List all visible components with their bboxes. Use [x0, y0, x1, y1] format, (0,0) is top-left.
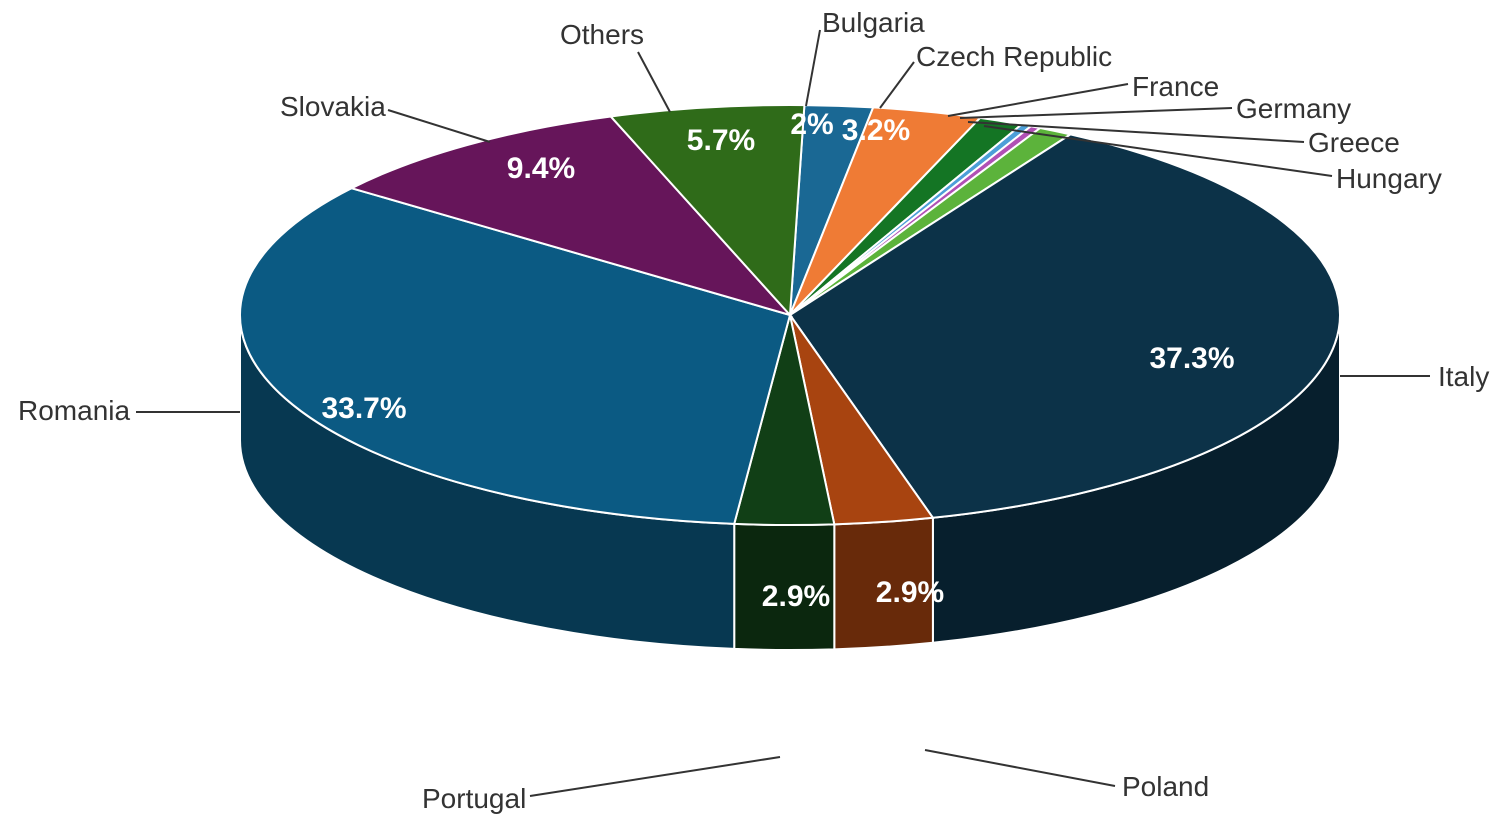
- pct-label-slovakia: 9.4%: [507, 152, 575, 185]
- category-label-france: France: [1132, 71, 1219, 102]
- category-label-portugal: Portugal: [422, 783, 526, 814]
- leader-line-greece: [967, 121, 1305, 143]
- pct-label-romania: 33.7%: [321, 392, 406, 425]
- category-label-hungary: Hungary: [1336, 163, 1442, 194]
- leader-line-hungary: [983, 125, 1333, 177]
- leader-line-bulgaria: [805, 29, 821, 107]
- category-label-italy: Italy: [1438, 361, 1489, 392]
- category-label-germany: Germany: [1236, 93, 1351, 124]
- leader-line-germany: [959, 107, 1233, 119]
- pct-label-italy: 37.3%: [1149, 342, 1234, 375]
- leader-line-czech-republic: [879, 61, 915, 109]
- leader-line-france: [947, 83, 1129, 117]
- pct-label-others: 5.7%: [687, 124, 755, 157]
- leader-line-slovakia: [387, 109, 491, 143]
- category-label-others: Others: [560, 19, 644, 50]
- category-label-romania: Romania: [18, 395, 130, 426]
- pie-top-slices: [239, 104, 1341, 526]
- category-label-bulgaria: Bulgaria: [822, 7, 925, 38]
- pct-label-bulgaria: 2%: [790, 108, 833, 141]
- pct-label-portugal: 2.9%: [762, 580, 830, 613]
- slice-romania: [239, 187, 792, 525]
- slice-italy: [788, 133, 1341, 519]
- category-label-poland: Poland: [1122, 771, 1209, 802]
- category-label-czech-republic: Czech Republic: [916, 41, 1112, 72]
- pct-label-poland: 2.9%: [876, 576, 944, 609]
- category-label-greece: Greece: [1308, 127, 1400, 158]
- slice-slovakia: [348, 115, 794, 317]
- leader-line-portugal: [529, 756, 781, 797]
- category-label-slovakia: Slovakia: [280, 91, 386, 122]
- leader-line-others: [637, 51, 671, 113]
- slice-others: [608, 104, 806, 318]
- leader-line-poland: [924, 749, 1116, 787]
- pct-label-czech-republic: 3.2%: [842, 114, 910, 147]
